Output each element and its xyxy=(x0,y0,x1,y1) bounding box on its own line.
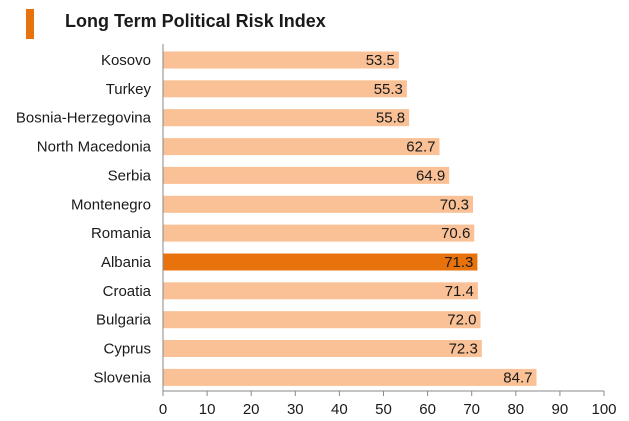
category-label: Bosnia-Herzegovina xyxy=(16,110,152,127)
data-label: 70.3 xyxy=(440,196,469,213)
data-label: 55.8 xyxy=(376,110,405,127)
category-label: Slovenia xyxy=(93,369,151,386)
data-label: 71.3 xyxy=(444,254,473,271)
title-accent-bar xyxy=(26,9,34,39)
bar-cyprus xyxy=(163,340,482,357)
x-tick-label: 70 xyxy=(463,401,480,418)
bar-montenegro xyxy=(163,195,473,213)
data-label: 71.4 xyxy=(445,283,474,300)
x-tick-label: 60 xyxy=(419,401,436,418)
bar-north-macedonia xyxy=(163,138,440,156)
bar-kosovo xyxy=(163,51,399,69)
category-label: Bulgaria xyxy=(96,312,152,329)
x-tick-label: 50 xyxy=(375,401,392,418)
x-tick-label: 40 xyxy=(331,401,348,418)
category-label: North Macedonia xyxy=(37,139,152,156)
x-tick-label: 10 xyxy=(199,401,216,418)
bar-croatia xyxy=(163,282,478,300)
category-label: Cyprus xyxy=(103,341,151,358)
chart-title: Long Term Political Risk Index xyxy=(65,11,326,31)
data-label: 64.9 xyxy=(416,167,445,184)
bar-romania xyxy=(163,224,475,242)
data-label: 62.7 xyxy=(406,139,435,156)
data-label: 72.3 xyxy=(449,341,478,358)
x-tick-label: 90 xyxy=(552,401,569,418)
category-label: Montenegro xyxy=(71,196,151,213)
data-label: 72.0 xyxy=(447,312,476,329)
x-tick-label: 100 xyxy=(591,401,616,418)
bar-bulgaria xyxy=(163,311,481,329)
category-label: Serbia xyxy=(108,167,152,184)
data-label: 55.3 xyxy=(374,81,403,98)
data-label: 70.6 xyxy=(441,225,470,242)
bar-albania xyxy=(163,253,478,271)
category-label: Croatia xyxy=(103,283,152,300)
bar-slovenia xyxy=(163,368,537,386)
data-label: 53.5 xyxy=(366,52,395,69)
data-label: 84.7 xyxy=(503,369,532,386)
bar-serbia xyxy=(163,166,450,184)
x-tick-label: 20 xyxy=(243,401,260,418)
x-tick-label: 30 xyxy=(287,401,304,418)
category-label: Romania xyxy=(91,225,152,242)
x-tick-label: 0 xyxy=(159,401,167,418)
category-label: Kosovo xyxy=(101,52,151,69)
category-label: Albania xyxy=(101,254,152,271)
bar-bosnia-herzegovina xyxy=(163,109,410,127)
x-tick-label: 80 xyxy=(507,401,524,418)
bar-turkey xyxy=(163,80,407,98)
category-label: Turkey xyxy=(106,81,152,98)
